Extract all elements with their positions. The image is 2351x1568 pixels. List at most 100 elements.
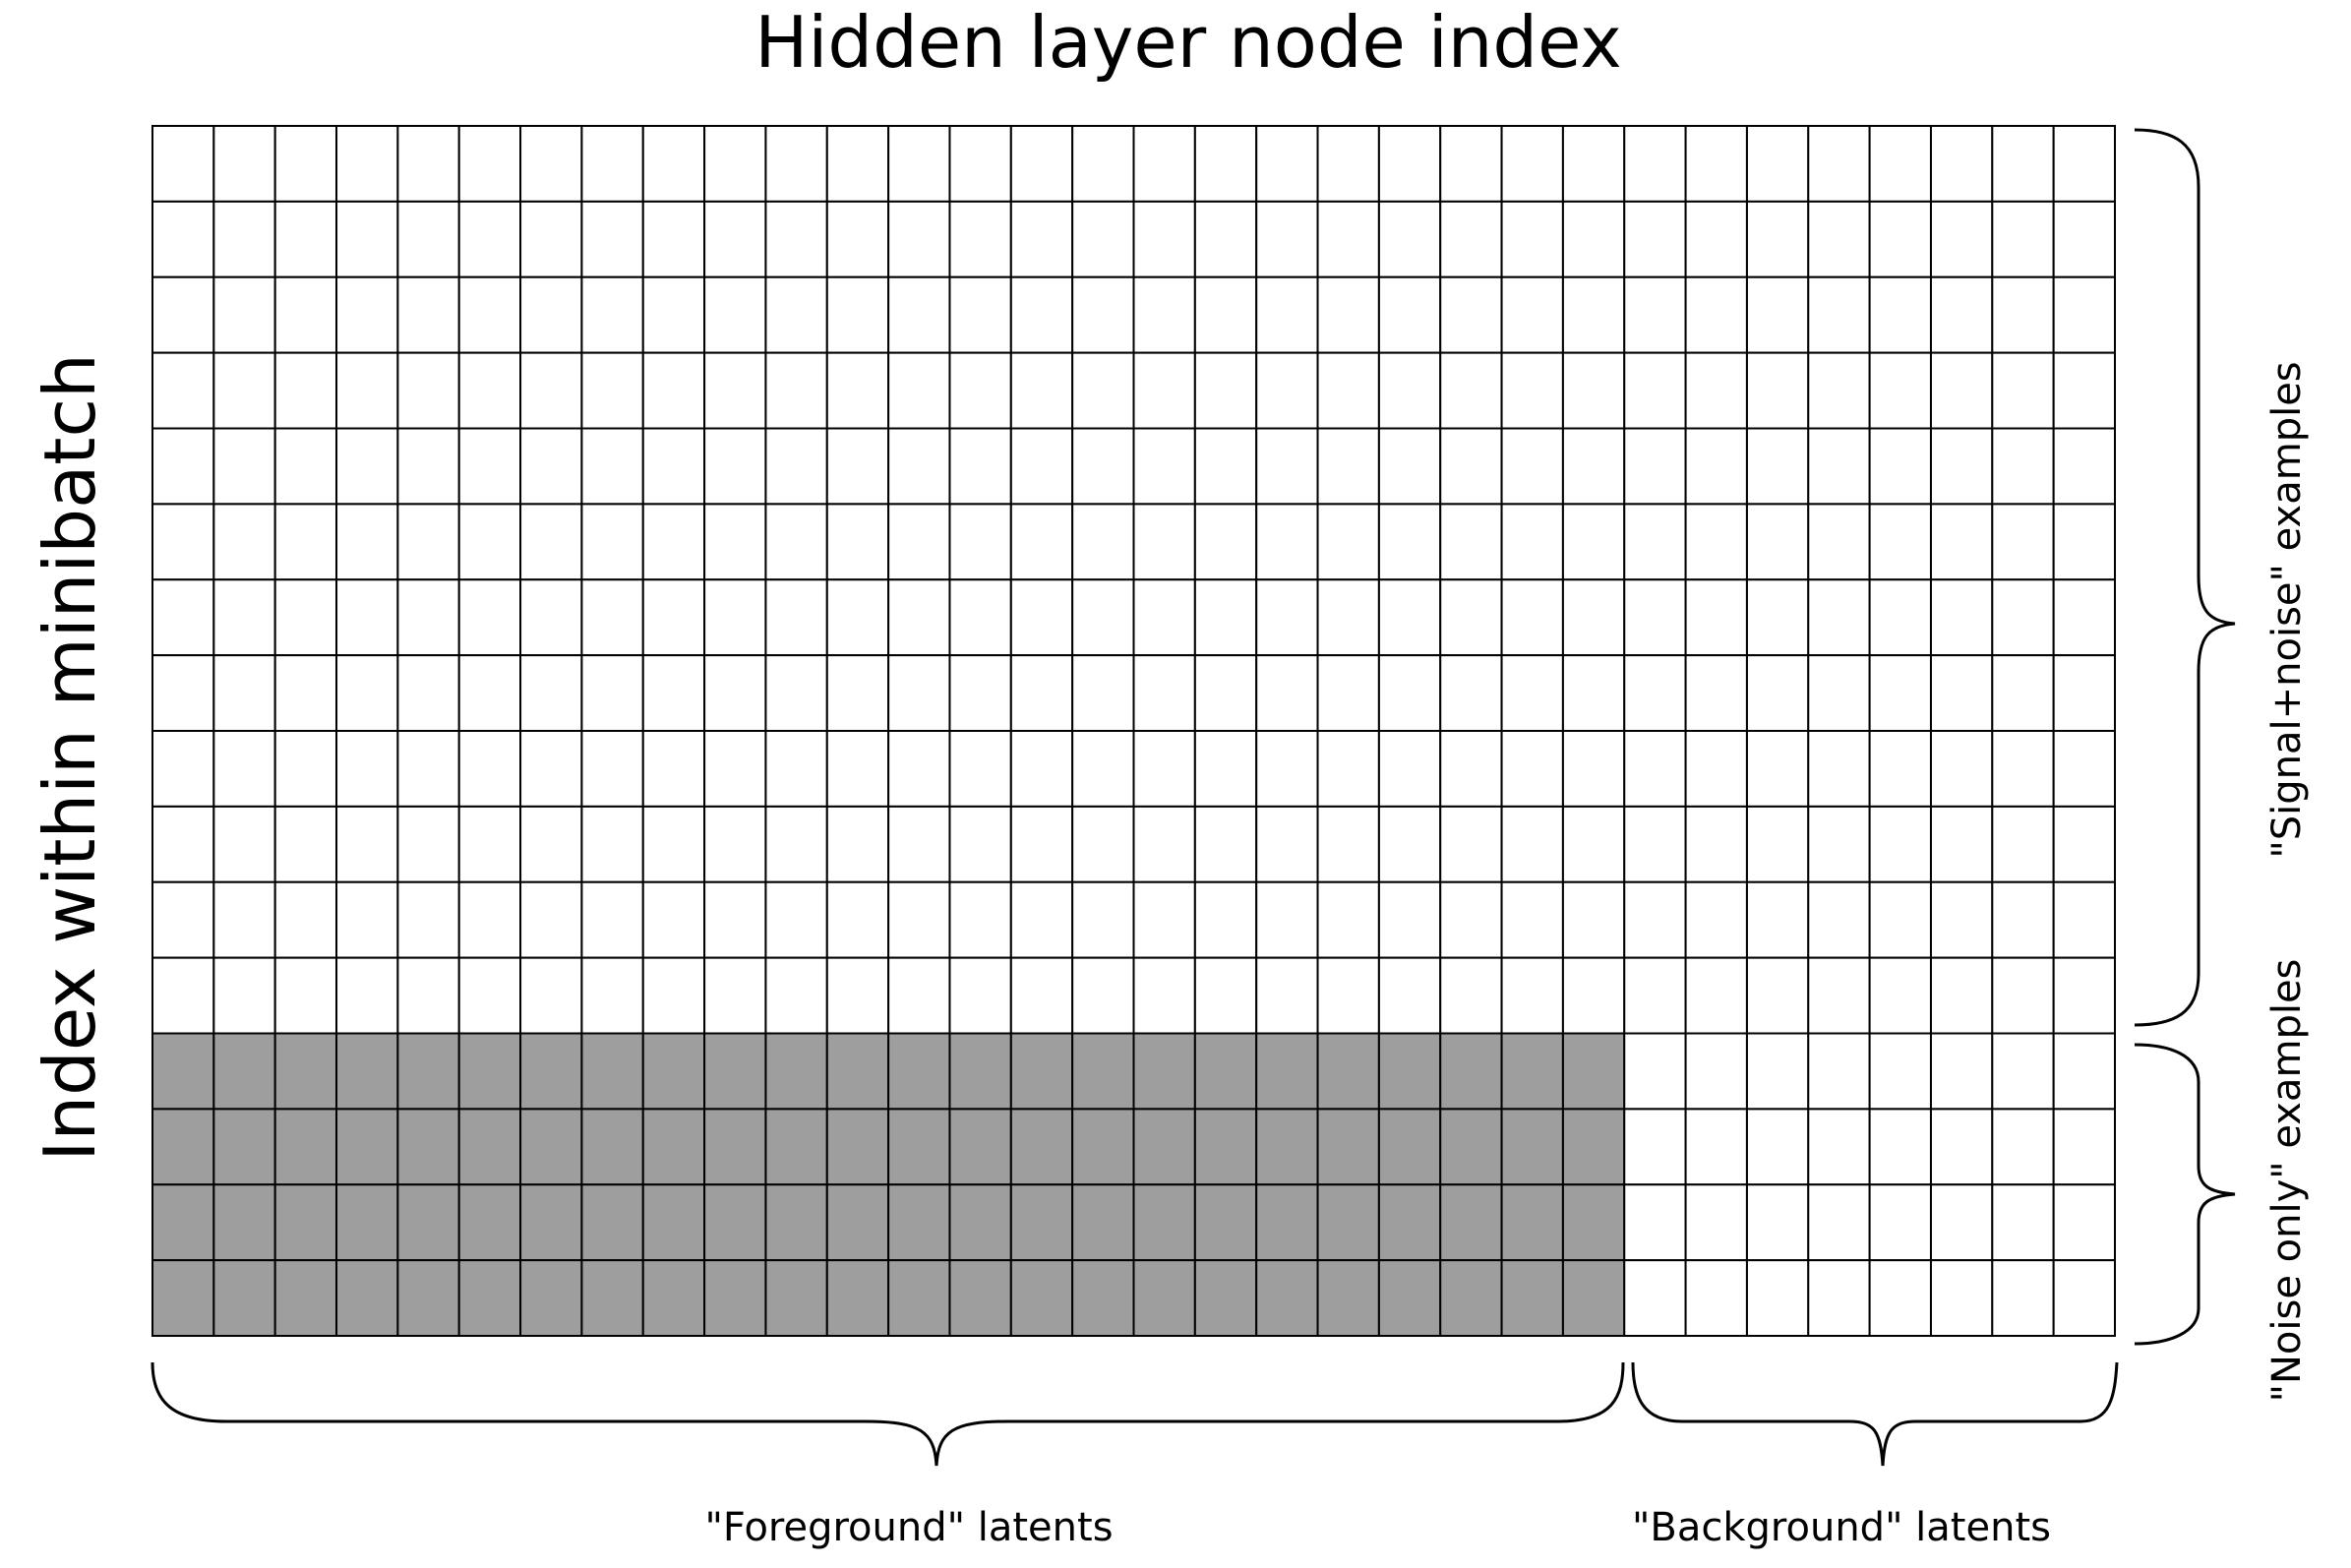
grid-cell — [1009, 503, 1074, 581]
grid-cell — [1807, 956, 1871, 1035]
grid-cell — [948, 200, 1012, 278]
grid-cell — [948, 956, 1012, 1035]
grid-cell — [641, 125, 706, 203]
grid-cell — [1807, 427, 1871, 506]
grid-cell — [703, 654, 767, 733]
grid-cell — [1377, 578, 1442, 657]
grid-cell — [1929, 503, 1994, 581]
grid-cell — [1255, 805, 1319, 883]
grid-cell — [2052, 1108, 2116, 1186]
grid-cell — [335, 956, 399, 1035]
masked-cell — [764, 1183, 828, 1262]
grid-cell — [1500, 654, 1564, 733]
grid-cell — [2052, 805, 2116, 883]
grid-cell — [1561, 956, 1626, 1035]
grid-cell — [1071, 654, 1135, 733]
grid-cell — [396, 200, 460, 278]
grid-cell — [887, 730, 951, 808]
grid-cell — [1929, 880, 1994, 959]
grid-cell — [1193, 275, 1258, 354]
grid-cell — [1132, 125, 1196, 203]
grid-cell — [1193, 578, 1258, 657]
grid-cell — [1868, 578, 1932, 657]
masked-cell — [519, 1032, 583, 1111]
grid-cell — [1807, 200, 1871, 278]
grid-cell — [641, 805, 706, 883]
masked-cell — [1193, 1183, 1258, 1262]
grid-cell — [1745, 125, 1810, 203]
grid-cell — [1929, 200, 1994, 278]
grid-cell — [519, 956, 583, 1035]
grid-cell — [396, 503, 460, 581]
grid-cell — [1500, 427, 1564, 506]
grid-cell — [948, 578, 1012, 657]
grid-cell — [764, 880, 828, 959]
grid-cell — [703, 956, 767, 1035]
grid-cell — [1684, 1032, 1748, 1111]
grid-cell — [948, 805, 1012, 883]
masked-cell — [580, 1108, 644, 1186]
masked-cell — [764, 1032, 828, 1111]
grid-cell — [1929, 1259, 1994, 1338]
grid-cell — [151, 805, 215, 883]
grid-cell — [1255, 654, 1319, 733]
masked-cell — [887, 1259, 951, 1338]
masked-cell — [396, 1032, 460, 1111]
grid-cell — [1929, 427, 1994, 506]
grid-cell — [1991, 1259, 2055, 1338]
grid-cell — [641, 880, 706, 959]
grid-cell — [1071, 125, 1135, 203]
masked-cell — [580, 1259, 644, 1338]
grid-cell — [1255, 578, 1319, 657]
grid-cell — [519, 427, 583, 506]
masked-cell — [1071, 1183, 1135, 1262]
grid-cell — [151, 427, 215, 506]
grid-cell — [887, 200, 951, 278]
grid-cell — [1316, 578, 1380, 657]
grid-cell — [703, 125, 767, 203]
masked-cell — [703, 1108, 767, 1186]
grid-cell — [1500, 200, 1564, 278]
grid-cell — [1009, 427, 1074, 506]
grid-cell — [1439, 125, 1503, 203]
grid-cell — [1132, 503, 1196, 581]
masked-cell — [1561, 1108, 1626, 1186]
grid-cell — [151, 654, 215, 733]
grid-cell — [1377, 200, 1442, 278]
masked-cell — [825, 1032, 890, 1111]
grid-cell — [212, 275, 276, 354]
masked-cell — [825, 1259, 890, 1338]
grid-cell — [1745, 1108, 1810, 1186]
grid-cell — [2052, 503, 2116, 581]
grid-cell — [948, 351, 1012, 430]
grid-cell — [1991, 730, 2055, 808]
masked-cell — [273, 1108, 338, 1186]
grid-cell — [1745, 654, 1810, 733]
grid-cell — [273, 730, 338, 808]
grid-cell — [1807, 351, 1871, 430]
grid-cell — [1745, 1259, 1810, 1338]
grid-cell — [1009, 578, 1074, 657]
masked-cell — [151, 1259, 215, 1338]
grid-cell — [1316, 730, 1380, 808]
masked-cell — [1255, 1032, 1319, 1111]
masked-cell — [948, 1259, 1012, 1338]
masked-cell — [457, 1183, 522, 1262]
grid-cell — [764, 275, 828, 354]
masked-cell — [703, 1183, 767, 1262]
grid-cell — [1255, 275, 1319, 354]
grid-cell — [273, 351, 338, 430]
y-axis-label: Index within minibatch — [29, 353, 111, 1161]
grid-cell — [1316, 351, 1380, 430]
grid-cell — [1193, 654, 1258, 733]
grid-cell — [1316, 125, 1380, 203]
grid-cell — [1561, 578, 1626, 657]
grid-cell — [1316, 427, 1380, 506]
grid-cell — [1929, 1183, 1994, 1262]
grid-cell — [212, 351, 276, 430]
masked-cell — [1193, 1259, 1258, 1338]
masked-cell — [212, 1183, 276, 1262]
masked-cell — [703, 1032, 767, 1111]
masked-cell — [1500, 1108, 1564, 1186]
grid-cell — [151, 880, 215, 959]
